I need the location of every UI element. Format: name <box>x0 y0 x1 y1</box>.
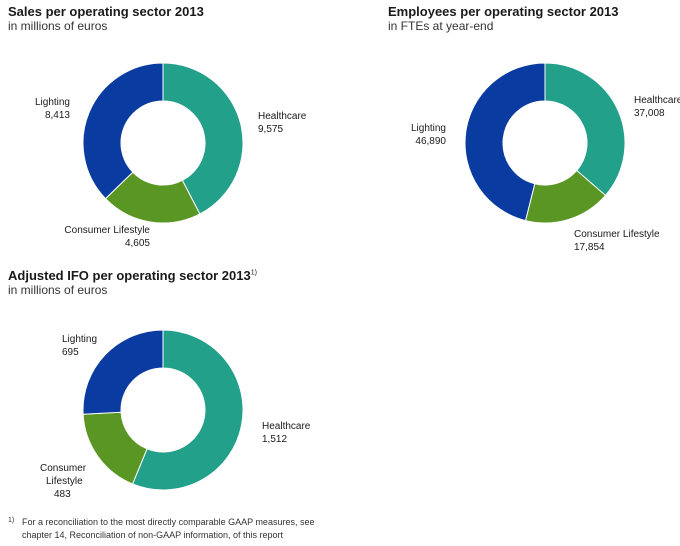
employees-slice-healthcare <box>544 62 626 197</box>
sales-chart-title: Sales per operating sector 2013 <box>8 4 204 19</box>
employees-lighting-name: Lighting <box>410 123 446 134</box>
ifo-label-lighting: Lighting 695 <box>62 333 97 359</box>
employees-chart-subtitle: in FTEs at year-end <box>388 19 494 33</box>
footnote-line-1: For a reconciliation to the most directl… <box>22 517 315 527</box>
sales-lighting-value: 8,413 <box>44 110 70 121</box>
ifo-slice-consumer-lifestyle <box>82 411 148 485</box>
ifo-label-consumer-lifestyle: Consumer Lifestyle 483 <box>40 462 86 501</box>
sales-chart-subtitle: in millions of euros <box>8 19 108 33</box>
employees-label-consumer-lifestyle: Consumer Lifestyle 17,854 <box>574 228 660 254</box>
ifo-consumer-lifestyle-value: 483 <box>54 489 71 500</box>
footnote-line-2: chapter 14, Reconciliation of non-GAAP i… <box>22 530 283 540</box>
ifo-lighting-value: 695 <box>62 347 79 358</box>
ifo-donut <box>82 329 244 491</box>
employees-donut <box>464 62 626 224</box>
footnote: 1) For a reconciliation to the most dire… <box>8 516 338 542</box>
sales-healthcare-value: 9,575 <box>258 124 284 135</box>
employees-label-healthcare: Healthcare 37,008 <box>634 94 680 120</box>
ifo-chart-subtitle: in millions of euros <box>8 283 108 297</box>
ifo-label-healthcare: Healthcare 1,512 <box>262 420 310 446</box>
ifo-slice-healthcare <box>131 329 244 491</box>
employees-lighting-value: 46,890 <box>415 136 446 147</box>
ifo-slice-lighting <box>82 329 164 415</box>
ifo-healthcare-value: 1,512 <box>262 434 288 445</box>
employees-healthcare-name: Healthcare <box>634 95 680 106</box>
sales-label-healthcare: Healthcare 9,575 <box>258 110 306 136</box>
sales-slice-lighting <box>82 62 164 200</box>
employees-slice-lighting <box>464 62 546 222</box>
footnote-mark: 1) <box>8 517 15 524</box>
ifo-footnote-mark: 1) <box>250 269 257 277</box>
ifo-chart-title-text: Adjusted IFO per operating sector 2013 <box>8 268 251 283</box>
sales-label-consumer-lifestyle: Consumer Lifestyle 4,605 <box>60 224 150 250</box>
ifo-healthcare-name: Healthcare <box>262 421 311 432</box>
sales-consumer-lifestyle-name: Consumer Lifestyle <box>64 225 150 236</box>
employees-consumer-lifestyle-value: 17,854 <box>574 242 605 253</box>
sales-donut <box>82 62 244 224</box>
ifo-consumer-lifestyle-name-line1: Consumer <box>40 463 87 474</box>
ifo-lighting-name: Lighting <box>62 334 98 345</box>
employees-chart-title: Employees per operating sector 2013 <box>388 4 619 19</box>
employees-label-lighting: Lighting 46,890 <box>396 122 446 148</box>
sales-label-lighting: Lighting 8,413 <box>20 96 70 122</box>
sales-slice-healthcare <box>162 62 244 215</box>
employees-consumer-lifestyle-name: Consumer Lifestyle <box>574 229 660 240</box>
ifo-chart-title: Adjusted IFO per operating sector 20131) <box>8 268 257 283</box>
employees-healthcare-value: 37,008 <box>634 108 665 119</box>
sales-healthcare-name: Healthcare <box>258 111 307 122</box>
ifo-consumer-lifestyle-name-line2: Lifestyle <box>46 476 83 487</box>
sales-lighting-name: Lighting <box>34 97 70 108</box>
sales-consumer-lifestyle-value: 4,605 <box>124 238 150 249</box>
